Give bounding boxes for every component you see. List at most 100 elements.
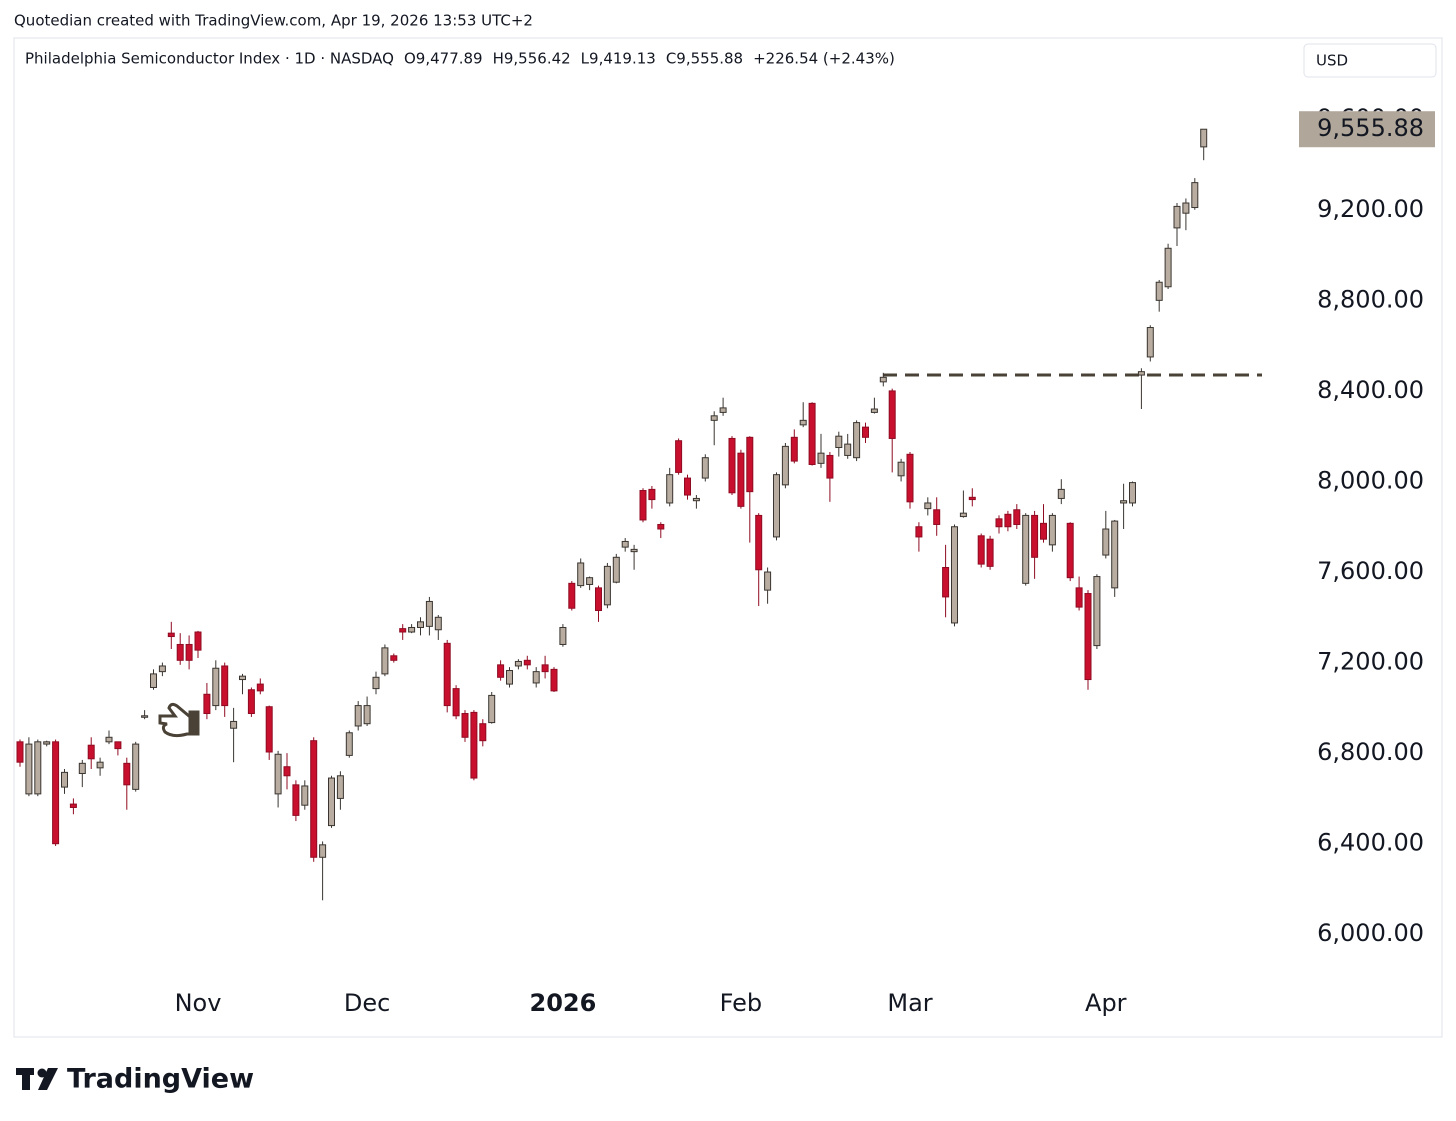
candle-body (1155, 281, 1163, 301)
candle-body (1173, 205, 1181, 229)
candle-body (1004, 513, 1012, 528)
candle-body (826, 454, 834, 479)
candle-body (906, 453, 914, 503)
candle-body (203, 693, 211, 715)
candle-body (247, 689, 255, 715)
candle-body (951, 526, 958, 624)
candle-body (853, 422, 861, 459)
y-tick-label: 8,400.00 (1317, 376, 1424, 404)
candle-body (497, 664, 505, 678)
candle-body (488, 694, 496, 724)
candle-body (755, 514, 763, 571)
candle-body (417, 621, 424, 628)
candle-body (292, 784, 300, 816)
candle-body (301, 785, 309, 806)
candle-body (790, 436, 798, 462)
candle-body (968, 496, 976, 501)
legend-value: +226.54 (+2.43%) (753, 50, 895, 68)
candle-body (96, 761, 104, 769)
candle-body (1040, 522, 1047, 540)
candle-body (541, 664, 549, 673)
candle-body (977, 535, 985, 565)
candle-body (897, 461, 905, 477)
candle-body (781, 445, 789, 486)
candle-body (773, 474, 780, 538)
candle-body (87, 744, 95, 760)
candle-body (568, 582, 576, 609)
candle-body (1075, 587, 1083, 608)
candle-body (443, 642, 451, 707)
candle-body (408, 626, 416, 633)
candle-body (185, 643, 193, 661)
candle-body (523, 659, 531, 666)
candle-body (692, 497, 700, 502)
candle-body (194, 631, 202, 651)
ohlc-legend: O9,477.89 H9,556.42 L9,419.13 C9,555.88 +226… (404, 50, 895, 68)
candle-body (844, 443, 852, 456)
x-tick-label: Nov (175, 989, 222, 1017)
candle-body (1200, 128, 1208, 148)
candle-body (710, 415, 718, 421)
x-tick-label: Dec (344, 989, 390, 1017)
candle-body (1191, 182, 1199, 209)
candle-body (1031, 514, 1039, 558)
brand-logo (16, 1068, 58, 1090)
brand: TradingView (67, 1064, 254, 1095)
candle-body (52, 741, 60, 845)
candle-body (176, 643, 184, 661)
candle-body (1066, 522, 1074, 579)
candle-body (808, 402, 816, 465)
candle-body (550, 668, 558, 692)
candle-body (639, 490, 647, 521)
candle-body (105, 736, 113, 743)
candle-body (924, 502, 932, 510)
candle-body (870, 408, 878, 413)
plot: 6,000.00 6,400.00 6,800.00 7,200.00 7,600.00… (16, 104, 1435, 1017)
y-tick-label: 7,200.00 (1317, 648, 1424, 676)
candle-body (746, 436, 754, 493)
candle-body (879, 376, 887, 383)
candle-body (158, 665, 166, 673)
candle-body (630, 548, 638, 553)
candle-body (1129, 482, 1136, 504)
candle-body (1120, 500, 1128, 504)
y-tick-label: 6,400.00 (1317, 829, 1424, 857)
candle-body (1164, 247, 1172, 288)
candle-body (354, 705, 362, 727)
candle-body (212, 667, 220, 707)
candle-body (221, 665, 229, 707)
candle-body (452, 688, 460, 717)
candle-body (78, 762, 86, 775)
candle-body (256, 683, 264, 692)
candle-body (328, 777, 335, 827)
candle-body (479, 723, 487, 742)
chart-title: Philadelphia Semiconductor Index · 1D · … (25, 50, 394, 68)
y-tick-label: 9,200.00 (1317, 195, 1424, 223)
candle-body (310, 740, 318, 858)
candle-body (621, 540, 629, 548)
candle-body (799, 419, 807, 426)
candle-body (141, 715, 149, 718)
candle-body (461, 713, 469, 738)
candle-body (1102, 528, 1110, 556)
last-price-box (1299, 111, 1435, 148)
candle-body (675, 440, 683, 473)
candle-body (1093, 576, 1101, 647)
candle-body (1137, 371, 1145, 376)
candle-body (43, 741, 51, 745)
x-tick-label: Feb (720, 989, 763, 1017)
candle-body (684, 477, 691, 496)
candle-body (16, 741, 24, 763)
candle-body (470, 711, 478, 779)
candle-body (434, 616, 442, 631)
candle-body (737, 452, 745, 507)
currency[interactable]: USD (1316, 52, 1348, 70)
candle-body (336, 775, 344, 799)
candle-body (888, 390, 896, 439)
currency-box[interactable] (1303, 43, 1437, 78)
candle-body (1022, 514, 1030, 584)
candle-body (506, 670, 513, 685)
x-tick-label: Mar (887, 989, 932, 1017)
candle-body (265, 706, 273, 753)
